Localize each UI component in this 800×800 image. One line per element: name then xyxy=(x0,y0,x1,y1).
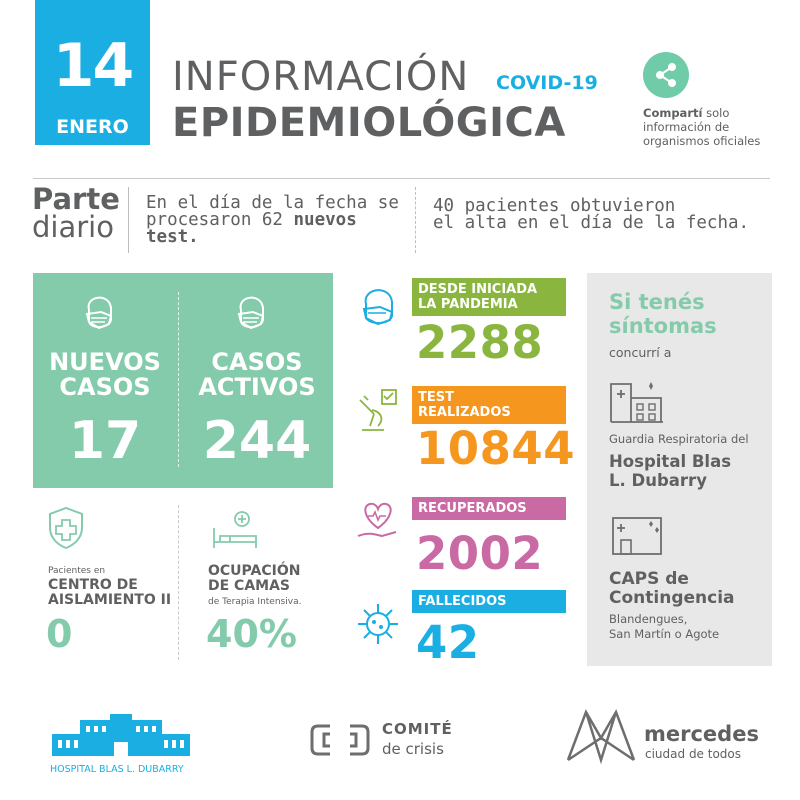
stat-pandemia-line2: LA PANDEMIA xyxy=(418,297,518,312)
beds-value: 40% xyxy=(206,612,297,656)
parte-text1-line1: En el día de la fecha se xyxy=(146,193,399,213)
stat-pandemia-line1: DESDE INICIADA xyxy=(418,282,538,297)
beds-label-line2: DE CAMAS xyxy=(208,578,291,594)
heart-hand-icon xyxy=(357,502,397,538)
isolation-value: 0 xyxy=(46,612,73,656)
share-bold: Compartí xyxy=(643,106,703,120)
caps-loc-line2: San Martín o Agote xyxy=(609,627,720,641)
hospital-logo-text: HOSPITAL BLAS L. DUBARRY xyxy=(50,764,184,775)
guardia-text: Guardia Respiratoria del xyxy=(609,432,749,446)
isolation-label: CENTRO DE AISLAMIENTO II xyxy=(48,578,171,608)
parte-title-bold: Parte xyxy=(32,182,120,216)
divider-line xyxy=(33,178,770,179)
hospital-name-line2: L. Dubarry xyxy=(609,471,707,490)
shield-cross-icon xyxy=(49,506,83,550)
parte-divider-2 xyxy=(415,187,416,253)
beds-caption: de Terapia Intensiva. xyxy=(208,597,302,607)
nuevos-casos-value: 17 xyxy=(68,411,142,471)
comite-line1: COMITÉ xyxy=(382,720,453,738)
clinic-building-icon xyxy=(612,517,662,555)
parte-text1-line3: test. xyxy=(146,227,199,247)
activos-label-line1: CASOS xyxy=(211,348,303,376)
mercedes-name: mercedes xyxy=(644,722,759,746)
symptoms-title-line2: síntomas xyxy=(609,314,717,338)
symptoms-panel xyxy=(587,273,772,666)
isolation-caption: Pacientes en xyxy=(48,566,106,576)
comite-line2: de crisis xyxy=(382,740,444,758)
parte-text-tests: En el día de la fecha se procesaron 62 n… xyxy=(146,193,399,247)
stat-recuperados-value: 2002 xyxy=(416,527,544,580)
share-icon[interactable] xyxy=(643,52,689,98)
page-title-line1: INFORMACIÓN xyxy=(172,54,470,100)
hospital-name-line1: Hospital Blas xyxy=(609,452,732,471)
cases-divider xyxy=(178,292,179,467)
beds-label: OCUPACIÓN DE CAMAS xyxy=(208,564,300,594)
symptoms-title-line1: Si tenés xyxy=(609,290,705,314)
stat-test-line2: REALIZADOS xyxy=(418,405,511,420)
caps-title: CAPS de Contingencia xyxy=(609,570,735,608)
mask-face-icon xyxy=(237,296,265,330)
caps-line1: CAPS de xyxy=(609,569,689,589)
casos-activos-value: 244 xyxy=(202,411,312,471)
parte-text1-line2b: nuevos xyxy=(293,210,357,230)
share-note: Compartí solo información de organismos … xyxy=(643,106,793,148)
date-month: ENERO xyxy=(56,116,129,138)
nuevos-casos-label: NUEVOS CASOS xyxy=(40,350,170,400)
mask-face-icon xyxy=(362,289,394,326)
hospital-bed-icon xyxy=(213,511,257,548)
virus-icon xyxy=(358,604,398,644)
parte-text2-line2: el alta en el día de la fecha. xyxy=(433,213,750,233)
share-line3: organismos oficiales xyxy=(643,134,761,148)
nuevos-label-line2: CASOS xyxy=(59,373,151,401)
stat-pandemia-value: 2288 xyxy=(416,316,544,369)
caps-line2: Contingencia xyxy=(609,588,735,608)
symptoms-sub: concurrí a xyxy=(609,345,672,360)
page-title-line2: EPIDEMIOLÓGICA xyxy=(172,100,566,146)
covid-tag: COVID-19 xyxy=(496,72,598,94)
date-badge: 14 ENERO xyxy=(35,0,150,145)
casos-activos-label: CASOS ACTIVOS xyxy=(187,350,327,400)
parte-diario-title: Parte diario xyxy=(32,182,120,244)
stat-pandemia-label: DESDE INICIADA LA PANDEMIA xyxy=(412,278,566,316)
stat-test-line1: TEST xyxy=(418,390,454,405)
isolation-label-line1: CENTRO DE xyxy=(48,577,138,593)
parte-text1-line2a: procesaron 62 xyxy=(146,210,294,230)
caps-loc-line1: Blandengues, xyxy=(609,612,688,626)
parte-text2-line1: 40 pacientes obtuvieron xyxy=(433,196,676,216)
mercedes-tagline: ciudad de todos xyxy=(645,747,742,761)
caps-locations: Blandengues, San Martín o Agote xyxy=(609,612,719,642)
activos-label-line2: ACTIVOS xyxy=(198,373,316,401)
stat-fallecidos-value: 42 xyxy=(416,616,480,669)
hospital-building-icon xyxy=(610,382,663,423)
stat-test-label: TEST REALIZADOS xyxy=(412,386,566,424)
share-line2: información de xyxy=(643,120,730,134)
comite-logo-icon xyxy=(310,724,370,756)
cases-panel xyxy=(33,273,333,488)
stat-test-value: 10844 xyxy=(416,422,576,475)
parte-divider-1 xyxy=(128,187,129,253)
nuevos-label-line1: NUEVOS xyxy=(49,348,161,376)
mask-face-icon xyxy=(85,296,113,330)
parte-title-light: diario xyxy=(32,210,114,244)
beds-label-line1: OCUPACIÓN xyxy=(208,563,301,579)
hospital-logo xyxy=(52,714,190,756)
symptoms-title: Si tenés síntomas xyxy=(609,290,717,338)
stat-recuperados-label: RECUPERADOS xyxy=(412,497,566,520)
stat-recuperados-line1: RECUPERADOS xyxy=(418,501,527,516)
hospital-name: Hospital Blas L. Dubarry xyxy=(609,452,731,490)
parte-text-alta: 40 pacientes obtuvieron el alta en el dí… xyxy=(433,196,750,233)
mercedes-logo-icon xyxy=(566,709,636,765)
lab-test-icon xyxy=(359,389,397,431)
lower-divider xyxy=(178,505,179,660)
share-rest: solo xyxy=(702,106,730,120)
date-day: 14 xyxy=(52,31,135,101)
stat-fallecidos-label: FALLECIDOS xyxy=(412,590,566,613)
stat-fallecidos-line1: FALLECIDOS xyxy=(418,594,507,609)
isolation-label-line2: AISLAMIENTO II xyxy=(48,592,172,608)
